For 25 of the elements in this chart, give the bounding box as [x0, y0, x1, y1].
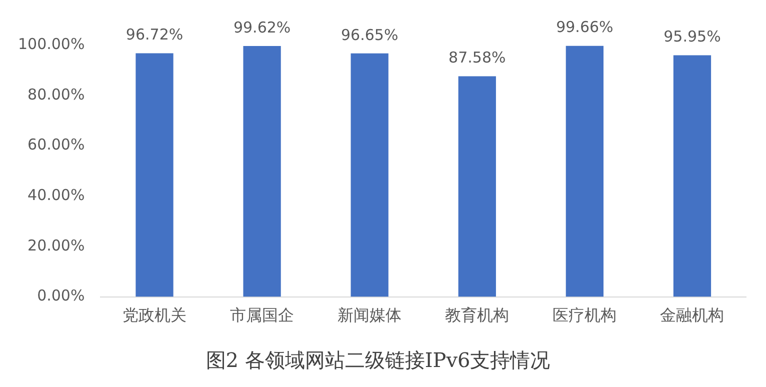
data-label: 99.62%	[233, 18, 291, 36]
bar	[673, 55, 712, 297]
x-tick-label: 金融机构	[660, 306, 724, 325]
y-tick-label: 40.00%	[28, 186, 85, 204]
data-label: 96.72%	[126, 26, 184, 44]
bar	[243, 46, 281, 297]
bar	[458, 76, 496, 297]
bar	[136, 53, 174, 297]
y-tick-label: 0.00%	[37, 286, 85, 305]
x-tick-label: 医疗机构	[552, 306, 617, 325]
y-tick-label: 60.00%	[28, 136, 85, 154]
data-label: 95.95%	[664, 28, 721, 46]
data-label: 99.66%	[556, 18, 614, 36]
data-label: 96.65%	[340, 26, 398, 44]
bar	[350, 53, 388, 297]
y-tick-label: 100.00%	[18, 34, 85, 53]
data-label: 87.58%	[448, 48, 506, 67]
bar	[566, 46, 604, 297]
y-tick-label: 80.00%	[28, 85, 85, 104]
text: 图2 各领域网站二级链接IPv6支持情况	[206, 348, 550, 372]
x-tick-label: 新闻媒体	[338, 306, 402, 325]
x-tick-label: 党政机关	[122, 306, 187, 325]
x-tick-label: 教育机构	[445, 306, 510, 325]
y-tick-label: 20.00%	[28, 236, 85, 254]
x-tick-label: 市属国企	[230, 306, 294, 325]
